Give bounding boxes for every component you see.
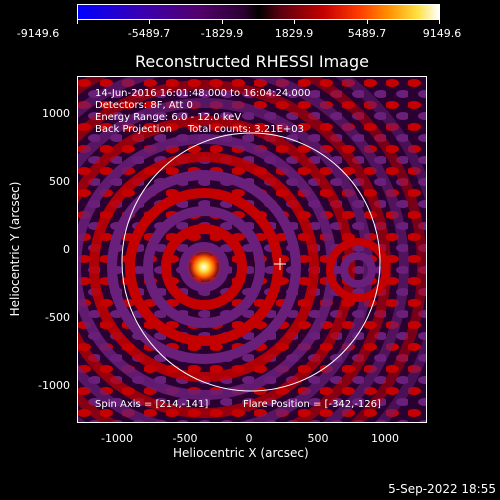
x-tick-label: 0 (245, 432, 253, 445)
y-tick-label: -1000 (38, 379, 70, 392)
spin-axis-cross (274, 258, 286, 270)
y-tick-label: 500 (49, 175, 70, 188)
colorbar-label: -1829.9 (200, 27, 244, 40)
rhessi-image (78, 77, 426, 422)
colorbar (77, 4, 440, 20)
plot-title: Reconstructed RHESSI Image (135, 52, 369, 71)
generation-date: 5-Sep-2022 18:55 (388, 482, 496, 496)
spin-axis-text: Spin Axis = [214,-141] (95, 399, 209, 410)
energy-range-text: Energy Range: 6.0 - 12.0 keV (95, 112, 242, 123)
colorbar-tick (222, 20, 223, 24)
y-tick-label: 1000 (42, 107, 70, 120)
time-range-text: 14-Jun-2016 16:01:48.000 to 16:04:24.000 (95, 88, 311, 99)
solar-limb-circle (121, 132, 381, 392)
colorbar-label: -5489.7 (127, 27, 171, 40)
colorbar-tick (77, 20, 78, 24)
flare-source (186, 249, 222, 285)
colorbar-tick (439, 20, 440, 24)
colorbar-label: -9149.6 (16, 27, 60, 40)
detectors-text: Detectors: 8F, Att 0 (95, 100, 193, 111)
x-tick-label: 500 (307, 432, 329, 445)
x-tick-label: -500 (172, 432, 198, 445)
secondary-fringes (326, 238, 390, 302)
flare-position-text: Flare Position = [-342,-126] (243, 399, 381, 410)
x-tick-label: 1000 (371, 432, 399, 445)
colorbar-label: 5489.7 (347, 27, 387, 40)
colorbar-tick (367, 20, 368, 24)
colorbar-label: 1829.9 (274, 27, 314, 40)
image-plot (77, 76, 427, 423)
y-axis-title: Heliocentric Y (arcsec) (8, 181, 22, 317)
y-tick-label: 0 (63, 243, 70, 256)
x-axis-title: Heliocentric X (arcsec) (173, 446, 309, 460)
colorbar-tick (149, 20, 150, 24)
colorbar-label: 9149.6 (422, 27, 462, 40)
x-tick-label: -1000 (101, 432, 133, 445)
y-tick-label: -500 (45, 311, 70, 324)
colorbar-tick (294, 20, 295, 24)
method-counts-text: Back Projection Total counts: 3.21E+03 (95, 124, 304, 135)
